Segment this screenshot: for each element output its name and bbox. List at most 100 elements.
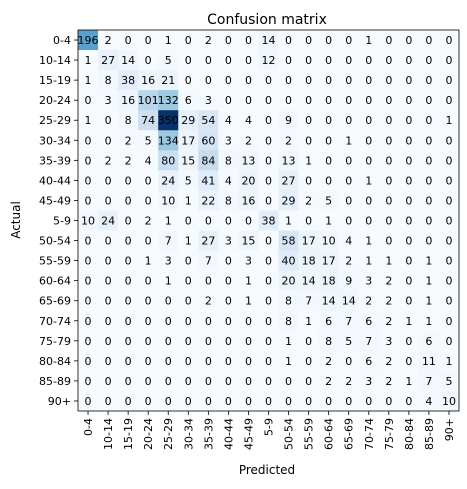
heatmap-cell (418, 130, 440, 151)
cell-value-label: 2 (345, 255, 352, 268)
cell-value-label: 1 (85, 74, 92, 87)
cell-value-label: 1 (425, 255, 432, 268)
cell-value-label: 0 (205, 315, 212, 328)
cell-value-label: 0 (385, 134, 392, 147)
cell-value-label: 3 (105, 94, 112, 107)
heatmap-cell (178, 130, 199, 151)
cell-value-label: 16 (241, 194, 255, 207)
cell-value-label: 40 (282, 255, 296, 268)
cell-value-label: 2 (105, 34, 112, 47)
cell-value-label: 9 (345, 275, 352, 288)
cell-value-label: 0 (385, 235, 392, 248)
heatmap-cell (298, 270, 319, 291)
heatmap-cell (298, 150, 319, 171)
cell-value-label: 0 (245, 375, 252, 388)
heatmap-cell (378, 30, 400, 51)
cell-value-label: 3 (165, 255, 172, 268)
heatmap-cell (218, 110, 239, 131)
cell-value-label: 0 (205, 215, 212, 228)
heatmap-cell (98, 170, 119, 191)
heatmap-cell (298, 290, 319, 312)
heatmap-cell (298, 110, 319, 131)
cell-value-label: 0 (85, 375, 92, 388)
cell-value-label: 0 (325, 154, 332, 167)
heatmap-cell (278, 170, 299, 191)
cell-value-label: 0 (445, 255, 452, 268)
heatmap-cell (438, 110, 460, 131)
x-tick-label: 60-64 (323, 418, 336, 450)
y-tick-label: 90+ (48, 395, 71, 408)
x-tick-label: 50-54 (283, 418, 296, 450)
cell-value-label: 0 (85, 235, 92, 248)
cell-value-label: 0 (405, 215, 412, 228)
heatmap-cell (178, 70, 199, 91)
heatmap-cell (378, 250, 400, 271)
heatmap-cell (138, 70, 159, 91)
cell-value-label: 0 (165, 375, 172, 388)
heatmap-cell (278, 290, 299, 312)
cell-value-label: 14 (262, 34, 276, 47)
cell-value-label: 0 (125, 174, 132, 187)
cell-value-label: 0 (285, 395, 292, 408)
heatmap-cell (358, 270, 380, 291)
heatmap-cell (158, 270, 179, 291)
heatmap-cell (98, 390, 119, 412)
cell-value-label: 0 (185, 315, 192, 328)
heatmap-cell (78, 90, 99, 111)
y-tick-label: 10-14 (39, 54, 71, 67)
heatmap-cell (338, 190, 360, 211)
heatmap-cell (358, 290, 380, 312)
y-axis-label: Actual (9, 201, 23, 239)
heatmap-cell (138, 170, 159, 191)
heatmap-cell (158, 50, 179, 71)
heatmap-cell (158, 230, 179, 251)
heatmap-cell (418, 230, 440, 251)
heatmap-cell (138, 130, 159, 151)
cell-value-label: 0 (145, 355, 152, 368)
cell-value-label: 0 (285, 375, 292, 388)
cell-value-label: 17 (181, 134, 195, 147)
heatmap-cell (218, 130, 239, 151)
heatmap-cell (318, 50, 339, 71)
cell-value-label: 0 (325, 54, 332, 67)
y-tick-label: 60-64 (39, 275, 71, 288)
heatmap-cell (358, 50, 380, 71)
heatmap-cell (158, 70, 179, 91)
heatmap-cell (278, 350, 299, 372)
cell-value-label: 0 (445, 134, 452, 147)
heatmap-cell (138, 190, 159, 211)
heatmap-cell (98, 330, 119, 352)
cell-value-label: 0 (145, 335, 152, 348)
cell-value-label: 0 (105, 194, 112, 207)
y-tick-label: 45-49 (39, 194, 71, 207)
cell-value-label: 0 (365, 395, 372, 408)
cell-value-label: 1 (405, 315, 412, 328)
cell-value-label: 84 (201, 154, 215, 167)
y-tick-label: 55-59 (39, 255, 71, 268)
heatmap-cell (78, 310, 99, 332)
heatmap-cell (78, 290, 99, 312)
cell-value-label: 1 (425, 295, 432, 308)
heatmap-cell (258, 350, 279, 372)
x-tick-label: 10-14 (102, 418, 115, 450)
cell-value-label: 0 (425, 34, 432, 47)
x-tick-label: 40-44 (222, 418, 235, 450)
x-axis-label: Predicted (239, 463, 295, 477)
heatmap-cell (298, 210, 319, 231)
cell-value-label: 0 (445, 275, 452, 288)
cell-value-label: 0 (265, 74, 272, 87)
heatmap-cell (138, 290, 159, 312)
heatmap-cell (238, 350, 259, 372)
cell-value-label: 17 (302, 235, 316, 248)
cell-value-label: 0 (305, 134, 312, 147)
heatmap-cell (98, 150, 119, 171)
heatmap-cell (78, 150, 99, 171)
heatmap-cell (118, 130, 139, 151)
heatmap-cell (338, 210, 360, 231)
cell-value-label: 21 (161, 74, 175, 87)
heatmap-cell (398, 50, 420, 71)
cell-value-label: 0 (345, 34, 352, 47)
cell-value-label: 1 (365, 255, 372, 268)
heatmap-cell (198, 170, 219, 191)
cell-value-label: 0 (185, 295, 192, 308)
